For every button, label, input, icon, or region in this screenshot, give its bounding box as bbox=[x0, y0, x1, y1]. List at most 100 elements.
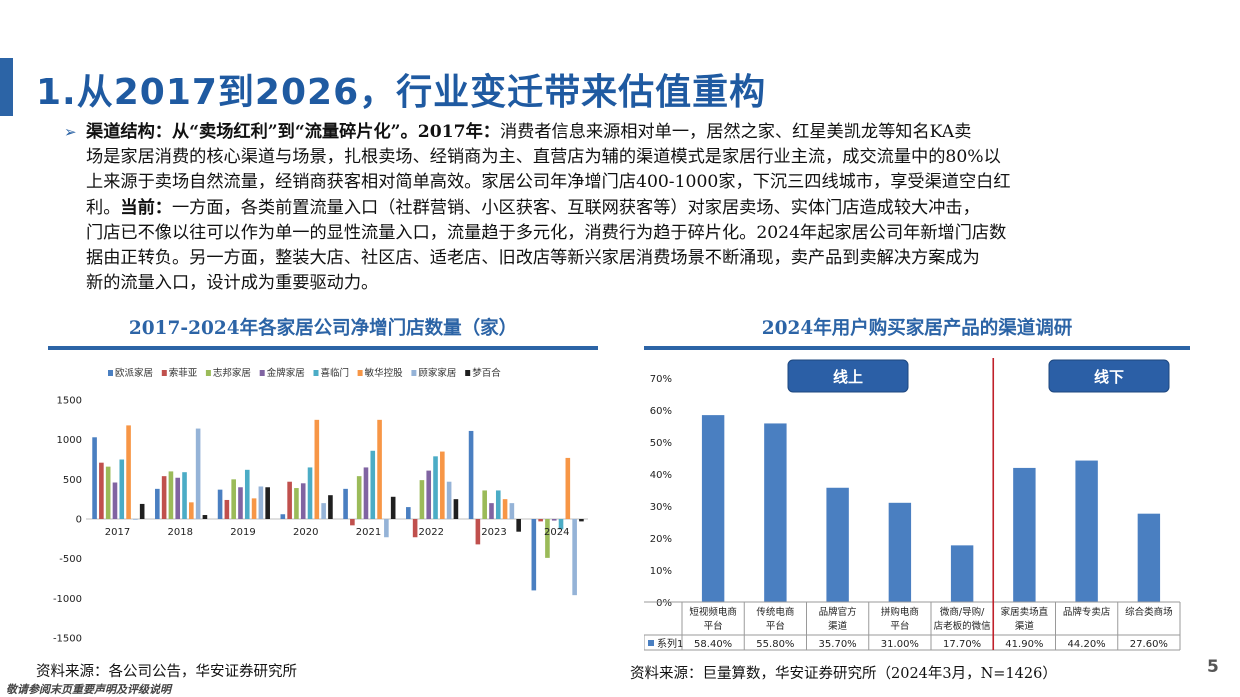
data-label: 27.60% bbox=[1130, 639, 1168, 650]
legend-label: 金牌家居 bbox=[267, 367, 305, 379]
bar bbox=[126, 425, 131, 519]
bar bbox=[579, 519, 584, 522]
bar bbox=[558, 519, 564, 530]
left-chart-title: 2017-2024年各家居公司净增门店数量（家） bbox=[128, 318, 518, 339]
bullet-text-line: 场是家居消费的核心渠道与场景，扎根卖场、经销商为主、直营店为辅的渠道模式是家居行… bbox=[86, 147, 1001, 168]
y-tick-label: 1500 bbox=[57, 396, 82, 407]
category-label: 短视频电商 bbox=[689, 606, 737, 618]
legend-swatch bbox=[465, 370, 471, 376]
right-chart-title: 2024年用户购买家居产品的渠道调研 bbox=[761, 318, 1073, 339]
bar bbox=[195, 428, 201, 519]
bar bbox=[1013, 467, 1036, 602]
bar bbox=[217, 489, 223, 519]
page-number: 5 bbox=[1207, 657, 1219, 677]
y-tick-label: 0 bbox=[76, 515, 82, 526]
category-label: 拼购电商 bbox=[881, 606, 919, 618]
y-tick-label: 50% bbox=[650, 438, 672, 449]
bar bbox=[509, 503, 515, 519]
y-tick-label: 60% bbox=[650, 406, 672, 417]
data-label: 35.70% bbox=[819, 639, 857, 650]
bar bbox=[300, 483, 306, 519]
data-label: 58.40% bbox=[694, 639, 732, 650]
bar bbox=[238, 487, 243, 519]
bar bbox=[565, 457, 571, 519]
bullet-text: 一方面，各类前置流量入口（社群营销、小区获客、互联网获客等）对家居卖场、实体门店… bbox=[171, 197, 980, 218]
legend-label: 喜临门 bbox=[321, 367, 350, 379]
right-chart-source: 资料来源：巨量算数，华安证券研究所（2024年3月，N=1426） bbox=[630, 666, 1057, 682]
legend-label: 欧派家居 bbox=[115, 367, 153, 379]
bar bbox=[168, 471, 174, 519]
offline-label-text: 线下 bbox=[1094, 368, 1124, 386]
x-tick-label: 2017 bbox=[105, 527, 130, 538]
bar bbox=[321, 503, 326, 519]
category-label: 平台 bbox=[704, 620, 723, 632]
legend-swatch bbox=[313, 370, 319, 376]
bar bbox=[92, 437, 97, 519]
category-label: 微商/导购/ bbox=[940, 606, 985, 618]
bar bbox=[489, 503, 494, 519]
bar bbox=[258, 486, 264, 519]
series-label: 系列1 bbox=[657, 637, 683, 650]
data-label: 31.00% bbox=[881, 639, 919, 650]
y-tick-label: -1500 bbox=[53, 634, 82, 645]
bar bbox=[244, 469, 250, 519]
bar bbox=[538, 519, 543, 522]
bar bbox=[307, 467, 313, 519]
legend-label: 顾家家居 bbox=[418, 367, 456, 379]
bar bbox=[826, 487, 849, 602]
y-tick-label: 40% bbox=[650, 470, 672, 481]
bullet-text: 利。 bbox=[86, 197, 121, 218]
bar bbox=[440, 451, 445, 519]
y-tick-label: 0% bbox=[656, 598, 672, 609]
legend-label: 索菲亚 bbox=[169, 367, 198, 379]
x-tick-label: 2021 bbox=[356, 527, 381, 538]
bar bbox=[764, 423, 787, 602]
bar bbox=[294, 488, 299, 519]
bar bbox=[1075, 460, 1098, 602]
bar bbox=[406, 507, 411, 519]
x-tick-label: 2023 bbox=[481, 527, 506, 538]
bullet-text: 消费者信息来源相对单一，居然之家、红星美凯龙等知名KA卖 bbox=[499, 122, 972, 142]
bar bbox=[356, 476, 362, 519]
x-tick-label: 2024 bbox=[544, 527, 569, 538]
legend-swatch bbox=[259, 370, 265, 376]
y-tick-label: 30% bbox=[650, 502, 672, 513]
data-label: 17.70% bbox=[943, 639, 981, 650]
category-label: 品牌官方 bbox=[819, 606, 857, 618]
bullet-paragraph: ➢ 渠道结构：从“卖场红利”到“流量碎片化”。2017年：消费者信息来源相对单一，… bbox=[64, 120, 1184, 296]
bar bbox=[343, 488, 348, 519]
left-chart-source: 资料来源：各公司公告，华安证券研究所 bbox=[36, 664, 297, 680]
bar bbox=[182, 472, 187, 519]
bar bbox=[99, 462, 104, 519]
bar bbox=[112, 482, 118, 519]
bar bbox=[224, 499, 230, 519]
bar bbox=[287, 481, 292, 519]
legend-swatch bbox=[357, 370, 363, 376]
bar bbox=[412, 519, 418, 538]
bar bbox=[202, 515, 208, 519]
bullet-text-line: 门店已不像以往可以作为单一的显性流量入口，流量趋于多元化，消费行为趋于碎片化。2… bbox=[86, 222, 1007, 243]
bar bbox=[1137, 513, 1161, 602]
bar bbox=[251, 498, 257, 519]
y-tick-label: 10% bbox=[650, 566, 672, 577]
bar bbox=[139, 503, 145, 519]
data-label: 44.20% bbox=[1068, 639, 1106, 650]
legend-swatch bbox=[108, 370, 113, 376]
bar bbox=[446, 481, 452, 519]
data-label: 55.80% bbox=[756, 639, 794, 650]
page-title: 1.从2017到2026，行业变迁带来估值重构 bbox=[36, 72, 767, 113]
bar bbox=[701, 415, 725, 602]
bar bbox=[433, 456, 438, 519]
legend-swatch bbox=[205, 370, 211, 376]
bar bbox=[155, 488, 160, 519]
y-tick-label: 1000 bbox=[57, 435, 82, 446]
bullet-text-line: 上来源于卖场自然流量，经销商获客相对简单高效。家居公司年净增门店400-1000… bbox=[86, 172, 1011, 193]
bar bbox=[531, 519, 537, 591]
bar bbox=[495, 490, 501, 519]
bar bbox=[502, 499, 508, 519]
left-bar-chart: 欧派家居 索菲亚 志邦家居 金牌家居 喜临门 敏华控股 顾家家居 梦百合 1500 1000 500… bbox=[53, 367, 588, 645]
bar bbox=[314, 419, 320, 519]
disclaimer-footnote: 敬请参阅末页重要声明及评级说明 bbox=[6, 683, 171, 696]
y-tick-label: 20% bbox=[650, 534, 672, 545]
